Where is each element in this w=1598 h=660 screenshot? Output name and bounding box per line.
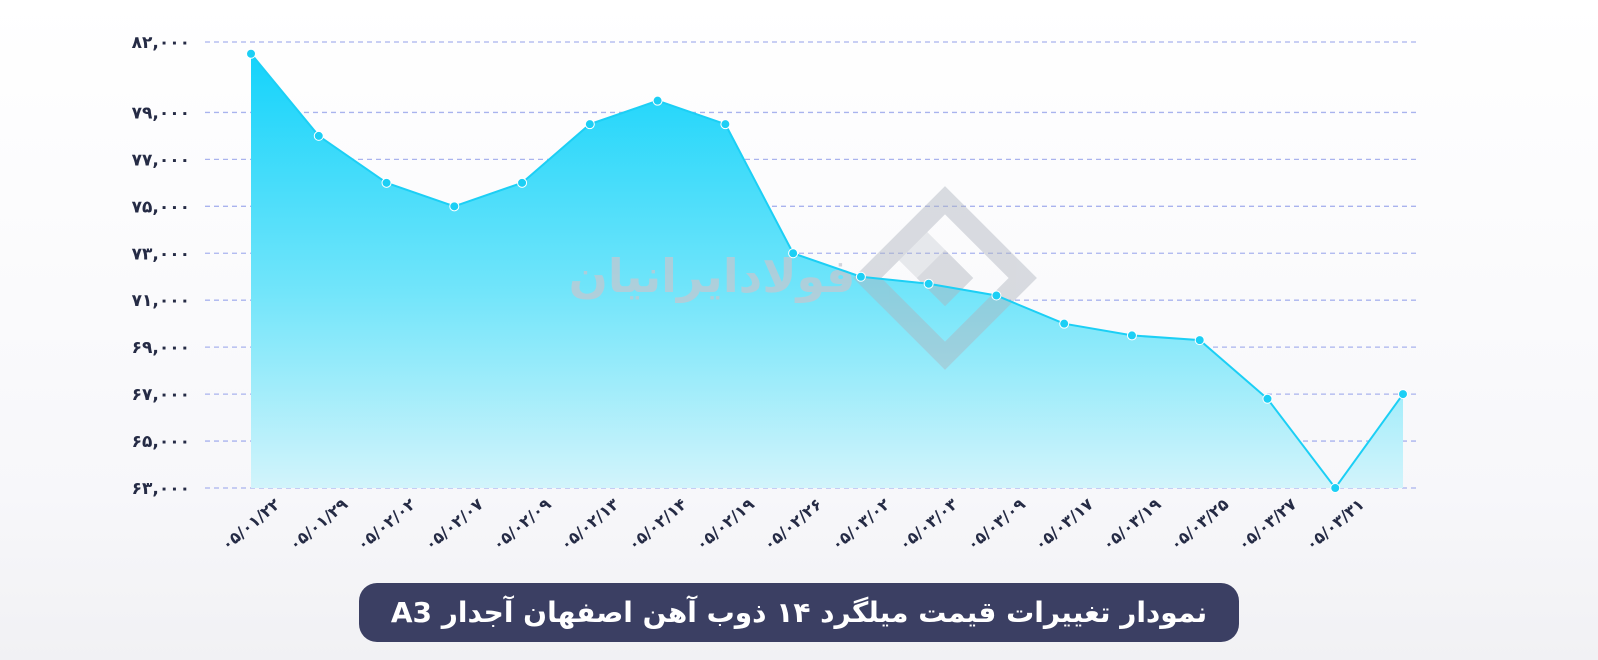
x-tick-label: ۰۵/۰۳/۲۵ [1166,494,1232,554]
chart-title: نمودار تغییرات قیمت میلگرد ۱۴ ذوب آهن اص… [359,583,1239,642]
y-tick-label: ۷۵,۰۰۰ [132,197,190,217]
y-tick-label: ۶۷,۰۰۰ [132,385,190,405]
data-point [584,119,595,130]
data-point [1126,330,1137,341]
data-point [517,177,528,188]
data-point [991,290,1002,301]
x-tick-label: ۰۵/۰۳/۱۹ [1098,494,1164,554]
data-point [855,271,866,282]
x-tick-label: ۰۵/۰۳/۱۷ [1031,494,1097,554]
y-tick-label: ۷۳,۰۰۰ [132,244,190,264]
data-point [1330,483,1341,493]
data-points [246,48,1408,493]
data-point [652,95,663,106]
x-tick-label: ۰۵/۰۲/۱۴ [624,494,690,554]
x-tick-label: ۰۵/۰۲/۱۹ [692,494,758,554]
x-tick-label: ۰۵/۰۱/۲۲ [218,494,284,554]
x-tick-label: ۰۵/۰۳/۰۲ [827,494,893,554]
y-tick-label: ۸۲,۰۰۰ [132,33,190,53]
x-tick-label: ۰۵/۰۳/۰۳ [895,494,961,554]
data-point [923,278,934,289]
y-tick-label: ۷۷,۰۰۰ [132,150,190,170]
data-point [381,177,392,188]
x-tick-label: ۰۵/۰۲/۲۶ [760,495,826,555]
x-tick-label: ۰۵/۰۱/۲۹ [285,494,351,554]
data-point [313,130,324,141]
y-axis: ۶۳,۰۰۰ ۶۵,۰۰۰ ۶۷,۰۰۰ ۶۹,۰۰۰ ۷۱,۰۰۰ ۷۳,۰۰۰ ۷۵,۰… [132,33,190,499]
data-point [1398,389,1408,400]
data-point [1194,335,1205,346]
y-tick-label: ۶۵,۰۰۰ [132,432,190,452]
data-point [788,248,799,259]
y-tick-label: ۶۹,۰۰۰ [132,338,190,358]
x-tick-label: ۰۵/۰۲/۱۳ [556,494,622,554]
x-tick-label: ۰۵/۰۲/۰۲ [353,494,419,554]
x-tick-label: ۰۵/۰۲/۰۹ [489,494,555,554]
x-tick-label: ۰۵/۰۳/۳۱ [1302,495,1368,555]
price-chart: ۶۳,۰۰۰ ۶۵,۰۰۰ ۶۷,۰۰۰ ۶۹,۰۰۰ ۷۱,۰۰۰ ۷۳,۰۰۰ ۷۵,۰… [132,33,1418,554]
data-point [1262,393,1273,404]
data-point [246,48,256,59]
chart-title-text: نمودار تغییرات قیمت میلگرد ۱۴ ذوب آهن اص… [390,596,1208,629]
data-point [449,201,460,212]
x-tick-label: ۰۵/۰۳/۲۷ [1234,494,1300,554]
y-tick-label: ۶۳,۰۰۰ [132,479,190,499]
data-point [1059,318,1070,329]
x-tick-label: ۰۵/۰۳/۰۹ [963,494,1029,554]
price-area [251,53,1403,488]
watermark-text: فولادایرانیان [569,249,856,303]
data-point [720,119,731,130]
price-line [250,53,1404,490]
x-axis: ۰۵/۰۱/۲۲ ۰۵/۰۱/۲۹ ۰۵/۰۲/۰۲ ۰۵/۰۲/۰۷ ۰۵/۰۲/۰۹… [218,494,1368,554]
y-tick-label: ۷۱,۰۰۰ [132,291,190,311]
x-tick-label: ۰۵/۰۲/۰۷ [421,494,487,554]
y-tick-label: ۷۹,۰۰۰ [132,103,190,123]
